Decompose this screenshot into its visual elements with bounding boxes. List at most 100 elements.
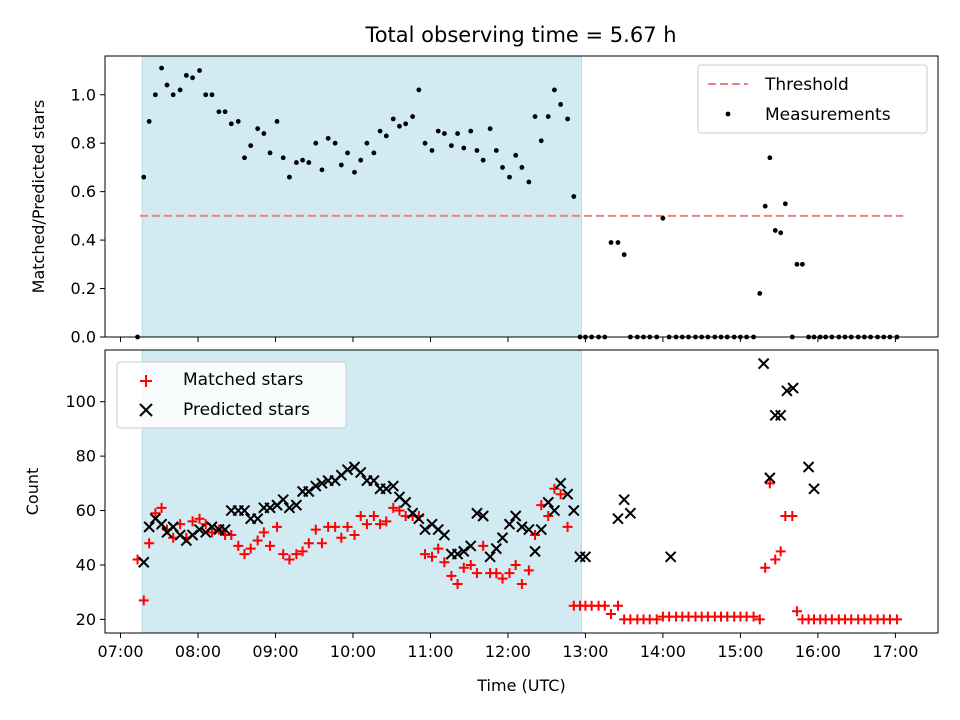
data-point <box>562 521 573 532</box>
x-tick-label: 17:00 <box>872 642 918 661</box>
data-point <box>772 228 778 233</box>
data-point <box>387 480 399 492</box>
data-point <box>448 143 454 149</box>
data-point <box>138 556 150 568</box>
bottom-legend: Matched stars Predicted stars <box>116 361 347 429</box>
data-point <box>438 529 451 541</box>
data-point <box>364 140 370 146</box>
data-point <box>509 510 522 522</box>
data-point <box>516 579 527 590</box>
data-point <box>579 551 592 563</box>
y-tick-label: 0.4 <box>71 231 96 250</box>
data-point <box>477 510 489 522</box>
data-point <box>808 483 820 495</box>
data-point <box>599 600 610 611</box>
data-point <box>164 82 170 88</box>
data-point <box>183 72 189 78</box>
data-point <box>548 504 561 517</box>
data-point <box>332 140 338 146</box>
data-point <box>177 87 183 93</box>
data-point <box>287 174 292 180</box>
data-point <box>535 523 547 536</box>
data-point <box>500 165 505 170</box>
data-point <box>355 466 367 479</box>
data-point <box>618 493 630 506</box>
y-tick-label: 100 <box>65 392 96 411</box>
data-point <box>757 357 770 370</box>
data-point <box>465 559 476 570</box>
y-tick-label: 20 <box>76 610 96 629</box>
plot-frame <box>104 55 939 338</box>
data-point <box>621 252 627 258</box>
data-point <box>568 504 580 517</box>
data-point <box>565 116 571 122</box>
data-point <box>303 485 315 498</box>
data-point <box>491 568 502 579</box>
data-point <box>159 65 164 71</box>
data-point <box>419 523 431 536</box>
x-tick-label: 07:00 <box>97 642 143 661</box>
data-point <box>345 150 350 156</box>
data-point <box>513 152 519 158</box>
data-point <box>283 502 296 514</box>
data-point <box>336 532 347 543</box>
data-point <box>330 521 341 532</box>
data-point <box>538 138 544 144</box>
data-point <box>458 545 470 558</box>
data-point <box>471 568 482 579</box>
top-legend-frame <box>697 64 928 134</box>
data-point <box>493 148 499 153</box>
legend-matched-label: Matched stars <box>183 370 303 390</box>
data-point <box>248 143 254 149</box>
plot-frame <box>104 349 939 634</box>
data-point <box>290 499 303 511</box>
data-point <box>316 538 327 549</box>
x-tick-label: 08:00 <box>175 642 221 661</box>
data-point <box>219 523 231 536</box>
data-point <box>277 493 289 506</box>
data-point <box>186 529 199 541</box>
data-point <box>306 160 312 165</box>
data-point <box>297 546 308 557</box>
data-point <box>507 174 512 180</box>
data-point <box>770 554 781 565</box>
data-point <box>338 162 344 168</box>
legend-measurements-label: Measurements <box>765 105 891 125</box>
data-point <box>284 554 295 565</box>
data-point <box>274 119 280 124</box>
data-point <box>410 114 416 119</box>
data-point <box>420 549 431 560</box>
data-point <box>487 126 493 132</box>
data-point <box>293 160 299 165</box>
data-point <box>458 562 469 573</box>
data-point <box>371 150 377 156</box>
data-point <box>427 551 438 562</box>
data-point <box>504 568 515 579</box>
y-tick-label: 1.0 <box>71 85 96 104</box>
data-point <box>261 131 267 136</box>
data-point <box>468 128 474 134</box>
data-point <box>651 614 662 625</box>
data-point <box>380 483 392 495</box>
data-point <box>497 573 508 584</box>
data-point <box>764 472 776 484</box>
series-predicted-stars <box>138 357 820 568</box>
data-point <box>300 157 305 163</box>
data-point <box>187 516 198 527</box>
data-point <box>264 502 276 514</box>
data-point <box>452 579 463 590</box>
y-tick-label: 0.0 <box>71 328 96 347</box>
data-point <box>238 504 251 517</box>
data-point <box>612 513 624 525</box>
chart-title: Total observing time = 5.67 h <box>364 23 676 47</box>
x-tick-label: 15:00 <box>717 642 763 661</box>
data-point <box>349 530 360 541</box>
legend-measurements-swatch <box>725 111 731 117</box>
data-point <box>316 477 328 490</box>
data-point <box>278 549 289 560</box>
data-point <box>787 510 798 521</box>
data-point <box>775 546 786 557</box>
data-point <box>190 75 195 81</box>
data-point <box>526 179 532 185</box>
data-point <box>523 523 535 536</box>
